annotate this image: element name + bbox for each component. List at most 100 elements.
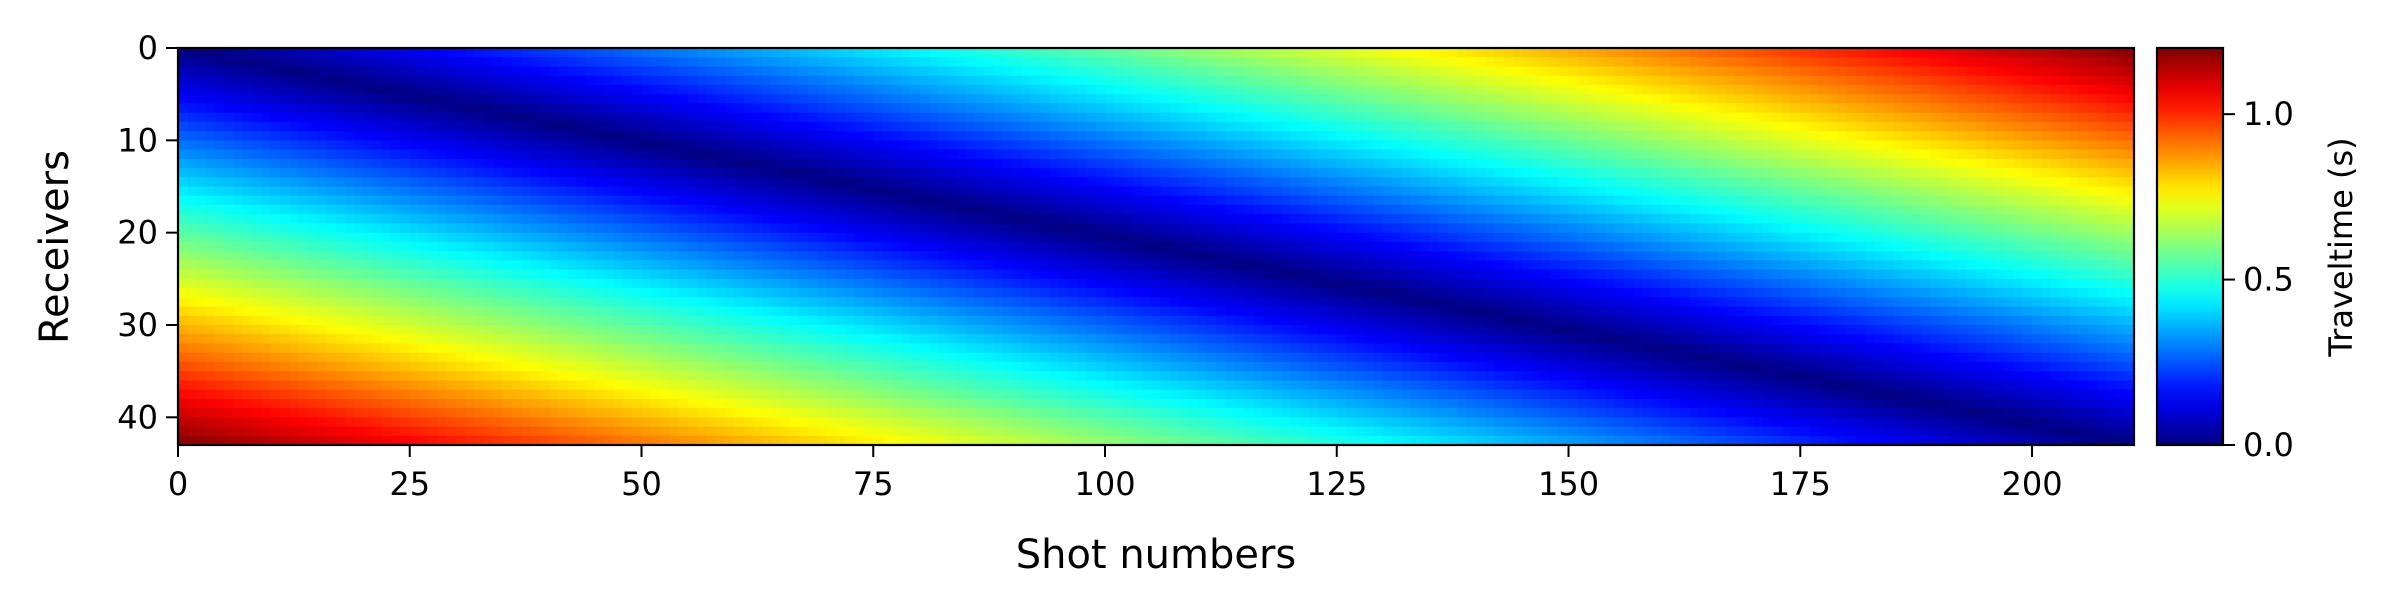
heatmap-cell — [344, 57, 355, 68]
heatmap-cell — [1475, 177, 1486, 188]
heatmap-cell — [595, 251, 606, 261]
heatmap-cell — [187, 158, 198, 169]
heatmap-cell — [1003, 66, 1013, 77]
heatmap-cell — [437, 94, 448, 104]
heatmap-cell — [2022, 214, 2033, 225]
heatmap-cell — [1985, 112, 1996, 123]
heatmap-cell — [1837, 66, 1848, 77]
heatmap-cell — [317, 94, 327, 104]
heatmap-cell — [1828, 195, 1838, 206]
heatmap-cell — [1401, 232, 1412, 243]
heatmap-cell — [511, 149, 522, 160]
heatmap-cell — [539, 168, 550, 178]
heatmap-cell — [1318, 186, 1329, 197]
heatmap-cell — [521, 94, 531, 104]
heatmap-cell — [1206, 204, 1217, 215]
heatmap-cell — [1067, 241, 1078, 252]
heatmap-cell — [1781, 84, 1792, 95]
heatmap-cell — [641, 232, 652, 243]
heatmap-cell — [1225, 149, 1236, 160]
heatmap-cell — [882, 140, 893, 151]
heatmap-cell — [678, 103, 689, 114]
heatmap-cell — [1095, 168, 1106, 178]
heatmap-cell — [965, 204, 976, 215]
heatmap-cell — [1855, 177, 1866, 188]
heatmap-cell — [1679, 149, 1690, 160]
heatmap-cell — [734, 241, 745, 252]
heatmap-cell — [1160, 66, 1171, 77]
heatmap-cell — [1030, 57, 1041, 68]
heatmap-cell — [530, 241, 541, 252]
heatmap-cell — [298, 186, 309, 197]
heatmap-cell — [437, 204, 448, 215]
heatmap-cell — [1179, 241, 1190, 252]
heatmap-cell — [1132, 158, 1143, 169]
heatmap-cell — [1262, 84, 1273, 95]
heatmap-cell — [1281, 140, 1292, 151]
heatmap-cell — [863, 177, 874, 188]
heatmap-cell — [919, 214, 930, 225]
heatmap-cell — [1151, 158, 1162, 169]
heatmap-cell — [1828, 84, 1838, 95]
heatmap-cell — [409, 214, 420, 225]
heatmap-cell — [613, 168, 624, 178]
heatmap-cell — [910, 57, 921, 68]
heatmap-cell — [724, 204, 735, 215]
heatmap-cell — [854, 121, 865, 132]
heatmap-cell — [1633, 149, 1644, 160]
heatmap-cell — [567, 195, 578, 206]
heatmap-cell — [1892, 103, 1903, 114]
heatmap-cell — [1040, 260, 1050, 271]
heatmap-cell — [1522, 168, 1533, 178]
heatmap-cell — [956, 223, 967, 234]
heatmap-cell — [215, 195, 225, 206]
heatmap-cell — [298, 168, 309, 178]
heatmap-cell — [1661, 168, 1672, 178]
heatmap-cell — [1086, 149, 1097, 160]
heatmap-cell — [465, 204, 476, 215]
heatmap-cell — [576, 57, 587, 68]
heatmap-cell — [595, 121, 606, 132]
heatmap-cell — [1308, 214, 1319, 225]
heatmap-cell — [2032, 75, 2042, 86]
heatmap-cell — [2106, 223, 2117, 234]
heatmap-cell — [863, 186, 874, 197]
heatmap-cell — [1003, 57, 1013, 68]
heatmap-cell — [910, 140, 921, 151]
heatmap-cell — [1318, 195, 1329, 206]
heatmap-cell — [1308, 260, 1319, 271]
heatmap-cell — [1105, 232, 1115, 243]
heatmap-cell — [1123, 260, 1134, 271]
heatmap-cell — [938, 232, 949, 243]
heatmap-cell — [1892, 131, 1903, 141]
heatmap-cell — [595, 186, 606, 197]
heatmap-cell — [1179, 121, 1190, 132]
heatmap-cell — [845, 158, 856, 169]
heatmap-cell — [1299, 121, 1310, 132]
heatmap-cell — [854, 204, 865, 215]
heatmap-cell — [1355, 149, 1366, 160]
heatmap-cell — [585, 241, 596, 252]
heatmap-cell — [1874, 168, 1885, 178]
heatmap-cell — [1772, 94, 1783, 104]
heatmap-cell — [521, 48, 531, 58]
heatmap-cell — [224, 214, 235, 225]
heatmap-cell — [511, 48, 522, 58]
heatmap-cell — [428, 131, 439, 141]
heatmap-cell — [1911, 103, 1922, 114]
heatmap-cell — [1299, 158, 1310, 169]
heatmap-cell — [474, 158, 485, 169]
heatmap-cell — [1438, 241, 1449, 252]
heatmap-cell — [279, 94, 290, 104]
heatmap-cell — [1883, 94, 1894, 104]
heatmap-cell — [1327, 232, 1338, 243]
heatmap-cell — [808, 177, 819, 188]
heatmap-cell — [1540, 84, 1551, 95]
heatmap-cell — [1142, 57, 1152, 68]
heatmap-cell — [799, 121, 809, 132]
heatmap-cell — [910, 103, 921, 114]
heatmap-cell — [762, 186, 772, 197]
heatmap-cell — [836, 103, 847, 114]
heatmap-cell — [1067, 48, 1078, 58]
heatmap-cell — [1642, 57, 1653, 68]
